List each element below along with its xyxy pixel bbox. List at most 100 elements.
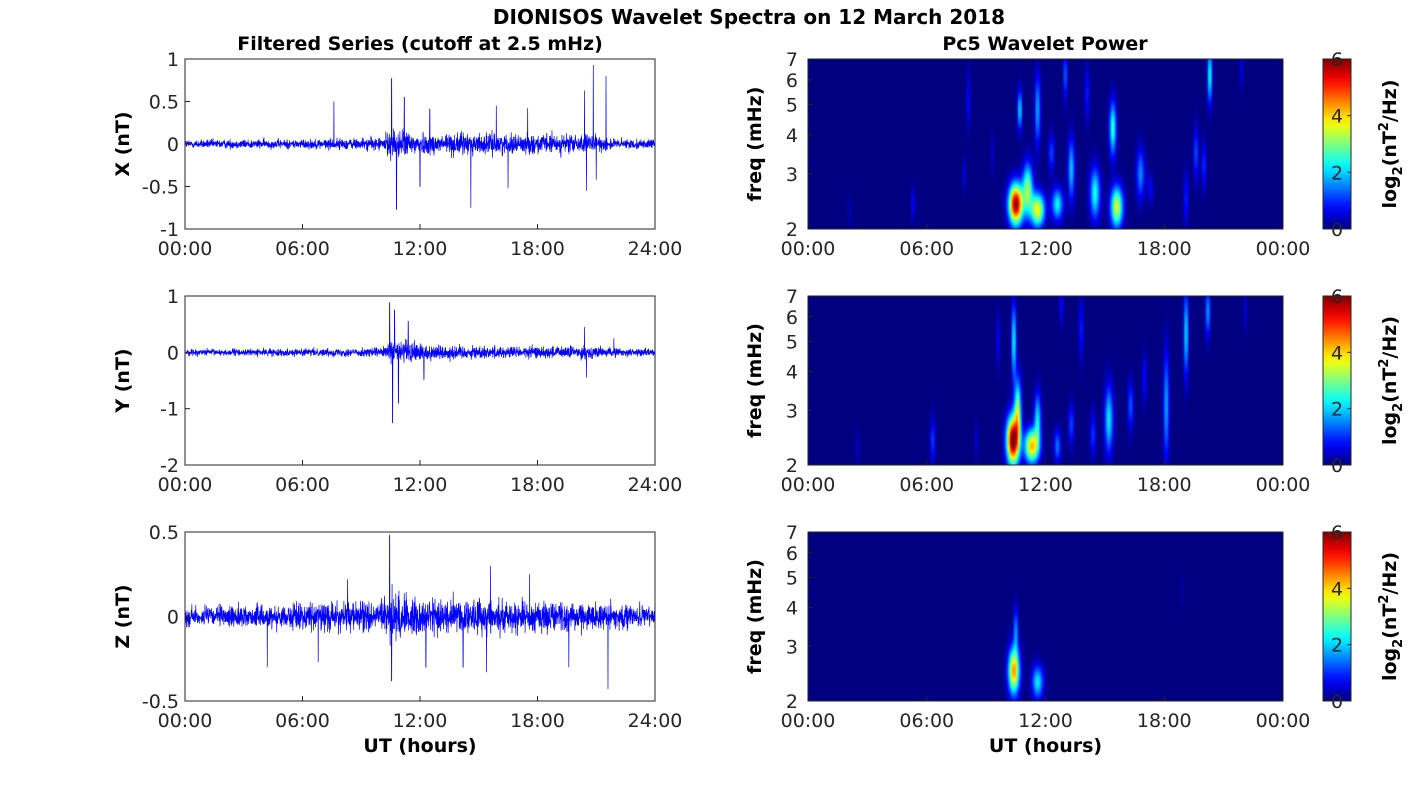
heatmap-panel-1-xtick-label: 00:00: [1256, 238, 1311, 260]
heatmap-panel-3-xtick-label: 00:00: [781, 710, 836, 732]
line-panel-2-ytick-label: 0: [167, 342, 179, 364]
line-panel-2-xtick-label: 12:00: [393, 474, 448, 496]
heatmap-panel-2-colorbar-label-part: (nT: [1379, 368, 1401, 403]
heatmap-panel-2-colorbar-tick-label: 4: [1331, 342, 1343, 364]
line-panel-1-xtick-label: 00:00: [158, 238, 213, 260]
heatmap-panel-2-ytick-label: 3: [786, 400, 798, 422]
heatmap-panel-3-colorbar: [1322, 531, 1352, 702]
figure-title: DIONISOS Wavelet Spectra on 12 March 201…: [493, 5, 1005, 29]
heatmap-panel-1-colorbar-tick-label: 6: [1331, 49, 1343, 71]
line-panel-3-xtick-label: 24:00: [628, 710, 683, 732]
line-panel-3: 0.5 0 -0.5 Z (nT) UT (hours): [112, 522, 656, 757]
heatmap-panel-2-ylabel: freq (mHz): [744, 323, 766, 438]
heatmap-panel-1-xtick-label: 00:00: [781, 238, 836, 260]
line-panel-2-ylabel: Y (nT): [112, 348, 134, 413]
heatmap-panel-2-ytick-label: 6: [786, 307, 798, 329]
heatmap-panel-1-xtick-label: 12:00: [1018, 238, 1073, 260]
heatmap-panel-1-ytick-label: 3: [786, 164, 798, 186]
line-panel-2-xtick-label: 06:00: [275, 474, 330, 496]
line-panel-3-ytick-label: 0: [167, 607, 179, 629]
heatmap-panel-1-xtick-label: 06:00: [899, 238, 954, 260]
left-column-title: Filtered Series (cutoff at 2.5 mHz): [237, 33, 603, 55]
line-panel-1-ytick-label: 0: [167, 134, 179, 156]
line-panel-1-series-line: [184, 64, 656, 210]
heatmap-panel-3-xtick-label: 12:00: [1018, 710, 1073, 732]
line-panel-1: 1 0.5 0 -0.5 -1 X (nT): [112, 49, 656, 241]
heatmap-panel-1-power-image: [808, 59, 1283, 229]
line-panel-3-ylabel: Z (nT): [112, 584, 134, 648]
heatmap-panel-3-colorbar-label-part: /Hz): [1379, 552, 1401, 595]
heatmap-panel-3-colorbar-label-part: 2: [1377, 595, 1392, 604]
heatmap-panel-3-colorbar-tick-label: 6: [1331, 522, 1343, 544]
heatmap-panel-3-colorbar-label-part: (nT: [1379, 604, 1401, 639]
line-panel-3-xtick-label: 18:00: [510, 710, 565, 732]
heatmap-panel-1-ytick-label: 6: [786, 70, 798, 92]
line-panel-3-xtick-label: 00:00: [158, 710, 213, 732]
heatmap-panel-1-xtick-label: 18:00: [1137, 238, 1192, 260]
right-column-title: Pc5 Wavelet Power: [942, 33, 1148, 55]
heatmap-panel-2-colorbar-tick-label: 0: [1331, 455, 1343, 477]
heatmap-panel-1-colorbar-tick-label: 4: [1331, 106, 1343, 128]
line-panel-2-xtick-label: 00:00: [158, 474, 213, 496]
heatmap-panel-2-colorbar-tick-label: 6: [1331, 286, 1343, 308]
heatmap-panel-3-ytick-label: 4: [786, 597, 798, 619]
heatmap-panel-3-colorbar-tick-label: 2: [1331, 635, 1343, 657]
heatmap-panel-1-colorbar-label-part: 2: [1377, 122, 1392, 131]
heatmap-panel-1-colorbar-label-part: (nT: [1379, 131, 1401, 166]
heatmap-panel-3-colorbar-label-part: log: [1379, 648, 1401, 681]
heatmap-panel-2-ytick-label: 7: [786, 286, 798, 308]
heatmap-panel-2-colorbar: [1322, 295, 1352, 466]
line-panel-1-xtick-label: 12:00: [393, 238, 448, 260]
heatmap-panel-2-ytick-label: 2: [786, 455, 798, 477]
heatmap-panel-2-xtick-label: 06:00: [899, 474, 954, 496]
heatmap-panel-3-colorbar-label: log2(nT2/Hz): [1377, 552, 1406, 681]
heatmap-panel-1-ytick-label: 2: [786, 219, 798, 241]
line-panel-1-ytick-label: -0.5: [142, 177, 179, 199]
line-panel-3-ytick-label: -0.5: [142, 691, 179, 713]
heatmap-panel-2-colorbar-label: log2(nT2/Hz): [1377, 316, 1406, 445]
line-panel-2-xtick-label: 18:00: [510, 474, 565, 496]
heatmap-panel-1-ylabel: freq (mHz): [744, 87, 766, 202]
line-panel-3-xtick-label: 06:00: [275, 710, 330, 732]
heatmap-panel-2-power-image: [808, 296, 1283, 465]
line-panel-1-ylabel: X (nT): [112, 111, 134, 176]
heatmap-panel-3-ytick-label: 3: [786, 636, 798, 658]
heatmap-panel-3-ylabel: freq (mHz): [744, 559, 766, 674]
line-panel-2: 1 0 -1 -2 Y (nT): [112, 286, 656, 477]
line-panel-2-ytick-label: 1: [167, 286, 179, 308]
heatmap-panel-3-power-image: [808, 532, 1283, 701]
line-panel-1-ytick-label: -1: [160, 219, 179, 241]
line-panel-3-ytick-label: 0.5: [149, 522, 179, 544]
line-panel-2-ytick-label: -1: [160, 399, 179, 421]
heatmap-panel-3-colorbar-tick-label: 4: [1331, 578, 1343, 600]
heatmap-panel-2-xtick-label: 00:00: [781, 474, 836, 496]
heatmap-panel-1-colorbar-tick-label: 0: [1331, 219, 1343, 241]
heatmap-panel-1-ytick-label: 7: [786, 49, 798, 71]
heatmap-panel-1-colorbar-label-part: /Hz): [1379, 79, 1401, 122]
heatmap-panel-3-xtick-label: 00:00: [1256, 710, 1311, 732]
heatmap-panel-1-ytick-label: 4: [786, 125, 798, 147]
line-panel-2-xtick-label: 24:00: [628, 474, 683, 496]
line-panel-1-ytick-label: 1: [167, 49, 179, 71]
heatmap-panel-1-ytick-label: 5: [786, 95, 798, 117]
heatmap-panel-2-colorbar-label-part: 2: [1377, 359, 1392, 368]
line-panel-3-series-line: [184, 535, 656, 690]
line-panel-1-xtick-label: 06:00: [275, 238, 330, 260]
line-panel-1-ytick-label: 0.5: [149, 92, 179, 114]
heatmap-panel-2-colorbar-label-part: /Hz): [1379, 316, 1401, 359]
heatmap-panel-2-xtick-label: 00:00: [1256, 474, 1311, 496]
line-panel-2-ytick-label: -2: [160, 455, 179, 477]
heatmap-panel-3-xlabel: UT (hours): [989, 735, 1102, 757]
heatmap-panel-3-ytick-label: 7: [786, 522, 798, 544]
line-panel-3-xlabel: UT (hours): [363, 735, 476, 757]
heatmap-panel-3-ytick-label: 5: [786, 567, 798, 589]
heatmap-panel-2-xtick-label: 12:00: [1018, 474, 1073, 496]
heatmap-panel-2-xtick-label: 18:00: [1137, 474, 1192, 496]
heatmap-panel-3-xtick-label: 06:00: [899, 710, 954, 732]
heatmap-panel-1-colorbar-tick-label: 2: [1331, 162, 1343, 184]
heatmap-panel-3-ytick-label: 2: [786, 691, 798, 713]
line-panel-1-xtick-label: 18:00: [510, 238, 565, 260]
